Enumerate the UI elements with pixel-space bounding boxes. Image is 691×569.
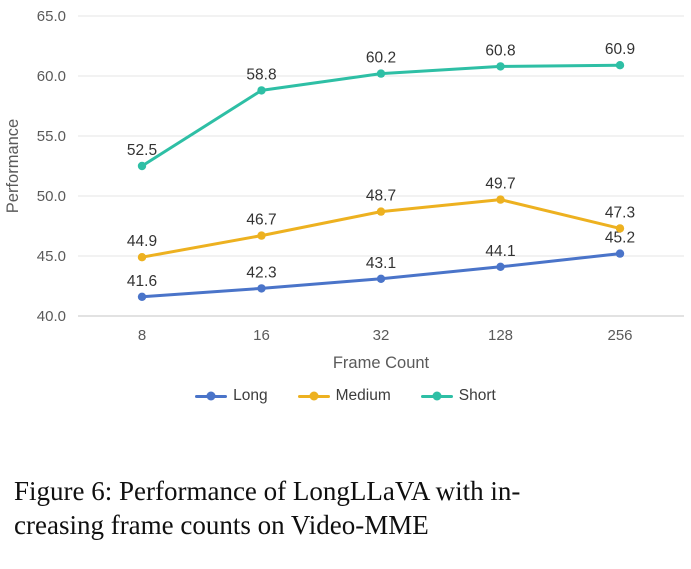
legend-marker-icon <box>420 391 453 402</box>
data-point <box>137 253 147 262</box>
legend-marker-icon <box>297 391 330 402</box>
data-value-label: 60.9 <box>605 41 635 58</box>
caption-line-2: creasing frame counts on Video-MME <box>14 510 429 541</box>
legend-label: Short <box>458 387 496 404</box>
data-point <box>615 249 625 258</box>
data-point <box>257 284 266 293</box>
data-point <box>615 60 625 70</box>
x-tick-label: 128 <box>488 327 513 344</box>
data-point <box>376 69 386 78</box>
data-value-label: 60.2 <box>366 50 396 67</box>
x-tick-label: 256 <box>607 327 632 344</box>
x-tick-label: 32 <box>373 327 390 344</box>
data-point <box>257 231 266 240</box>
data-point <box>496 62 505 71</box>
x-tick-label: 8 <box>138 327 146 344</box>
data-point <box>376 274 386 283</box>
data-point <box>496 262 505 271</box>
data-value-label: 48.7 <box>366 188 396 205</box>
data-value-label: 45.2 <box>605 230 635 247</box>
x-axis-title: Frame Count <box>333 354 430 372</box>
data-value-label: 58.8 <box>246 66 276 83</box>
data-point <box>615 224 625 233</box>
legend-marker-icon <box>195 391 228 402</box>
legend-item-medium: Medium <box>297 387 391 405</box>
data-value-label: 44.1 <box>485 243 515 260</box>
data-point <box>137 292 147 301</box>
data-value-label: 42.3 <box>246 264 276 281</box>
data-value-label: 52.5 <box>127 142 157 159</box>
legend-item-short: Short <box>420 387 496 405</box>
line-chart: 40.0 45.0 50.0 55.0 60.0 65.0 8 16 32 128 256 Frame… <box>0 8 691 408</box>
data-point <box>496 195 505 204</box>
chart-legend: Long Medium Short <box>0 384 691 408</box>
y-tick-label: 40.0 <box>37 308 66 325</box>
series-line-short <box>140 63 622 168</box>
data-point <box>257 86 266 95</box>
data-value-label: 47.3 <box>605 204 635 221</box>
legend-label: Long <box>233 387 268 404</box>
data-value-label: 46.7 <box>246 212 276 229</box>
data-value-label: 60.8 <box>485 42 515 59</box>
chart-canvas: 40.0 45.0 50.0 55.0 60.0 65.0 8 16 32 128 256 Frame… <box>4 8 684 372</box>
data-value-label: 44.9 <box>127 233 157 250</box>
data-value-label: 49.7 <box>485 176 515 193</box>
caption-line-1: Figure 6: Performance of LongLLaVA with … <box>14 476 521 506</box>
y-axis-title: Performance <box>4 119 22 213</box>
figure-caption: Figure 6: Performance of LongLLaVA with … <box>14 474 677 542</box>
y-tick-label: 55.0 <box>37 128 66 145</box>
data-point <box>376 207 386 216</box>
data-value-label: 43.1 <box>366 255 396 272</box>
y-tick-label: 45.0 <box>37 248 66 265</box>
data-point <box>137 161 147 171</box>
legend-item-long: Long <box>195 387 268 405</box>
data-value-label: 41.6 <box>127 273 157 290</box>
y-tick-label: 65.0 <box>37 8 66 25</box>
legend-label: Medium <box>335 387 391 404</box>
x-tick-label: 16 <box>253 327 270 344</box>
y-tick-label: 60.0 <box>37 68 66 85</box>
y-tick-label: 50.0 <box>37 188 66 205</box>
